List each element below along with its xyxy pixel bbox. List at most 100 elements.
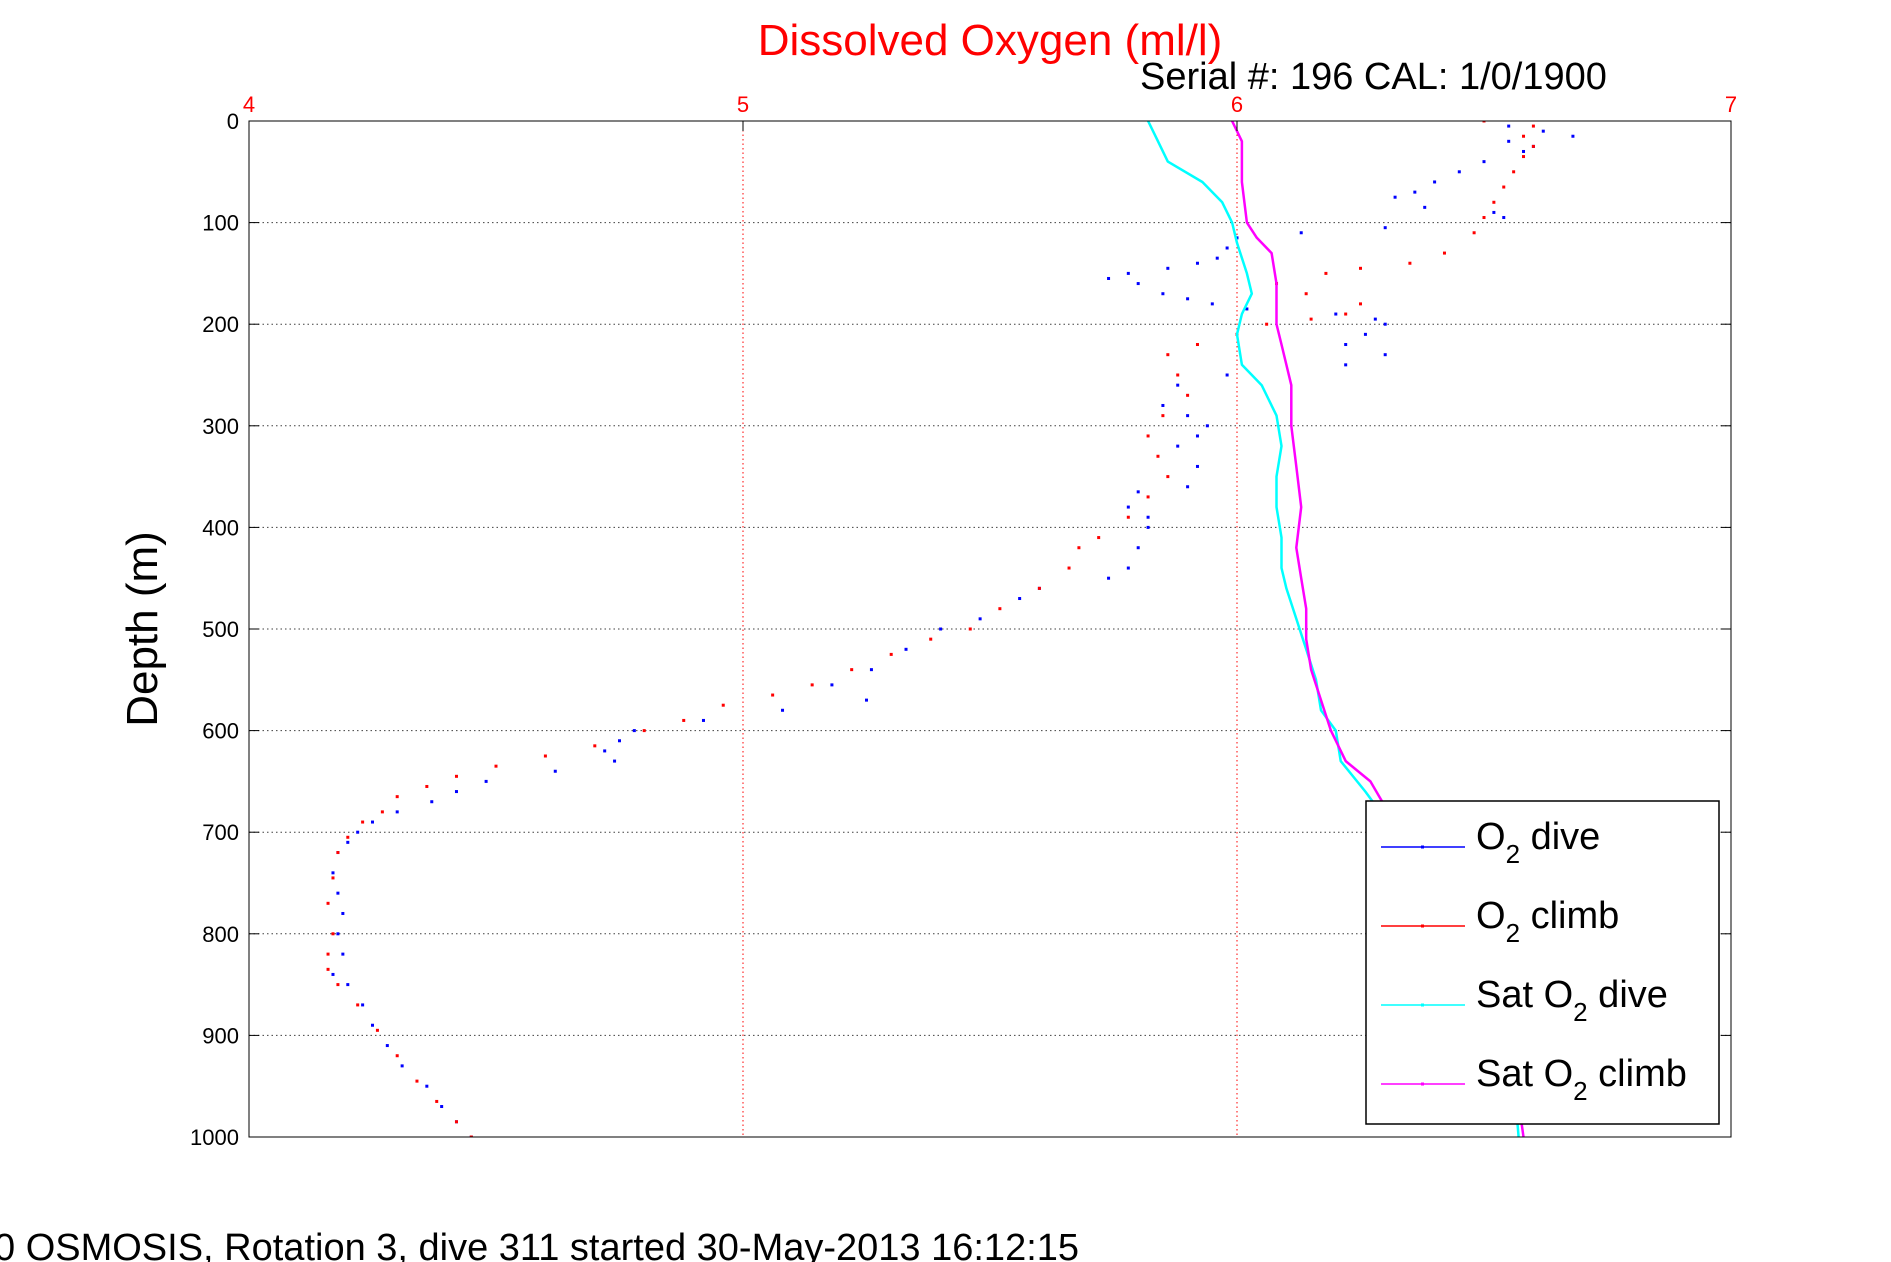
legend-entry: O2 climb [1381, 895, 1619, 948]
data-point [1136, 546, 1140, 550]
data-point [1413, 190, 1417, 194]
data-point [1541, 129, 1545, 133]
legend-label-main: Sat O [1476, 1053, 1573, 1095]
legend-box [1365, 800, 1720, 1125]
legend-label-tail: climb [1588, 1053, 1687, 1095]
legend-label-main: Sat O [1476, 974, 1573, 1016]
data-point [326, 967, 330, 971]
data-point [1215, 256, 1219, 260]
data-point [1186, 393, 1190, 397]
data-point [1507, 139, 1511, 143]
data-point [469, 1135, 473, 1137]
data-point [810, 683, 814, 687]
data-point [1156, 454, 1160, 458]
data-point [395, 1054, 399, 1058]
data-point [889, 652, 893, 656]
legend-label-tail: dive [1588, 974, 1668, 1016]
data-point [1136, 490, 1140, 494]
data-point [978, 617, 982, 621]
y-tick-label: 700 [202, 820, 239, 845]
data-point [1107, 576, 1111, 580]
data-point [336, 932, 340, 936]
legend-label-main: O [1476, 895, 1506, 937]
data-point [380, 810, 384, 814]
series-0 [331, 124, 1575, 1137]
grid-lines [249, 121, 1731, 1137]
data-point [336, 851, 340, 855]
data-point [1359, 302, 1362, 306]
data-point [1161, 414, 1165, 418]
data-point [336, 891, 340, 895]
data-point [435, 1099, 439, 1103]
x-tick-label: 6 [1231, 92, 1243, 117]
data-point [341, 911, 345, 915]
data-point [904, 647, 908, 651]
legend-label: O2 climb [1476, 895, 1619, 948]
data-point [1166, 266, 1170, 270]
data-point [484, 779, 488, 783]
data-point [494, 764, 498, 768]
data-point [395, 810, 399, 814]
data-point [430, 800, 434, 804]
data-point [1334, 312, 1338, 316]
axis-ticks: 4 5 6 7 0 100 200 300 400 500 600 700 800 900 1000 [190, 92, 1737, 1150]
data-point [371, 1023, 374, 1027]
data-point [454, 1120, 458, 1124]
legend-label: Sat O2 dive [1476, 974, 1668, 1027]
data-point [346, 840, 350, 844]
data-point [1146, 495, 1150, 499]
data-point [1492, 210, 1496, 214]
data-point [603, 749, 607, 753]
data-point [781, 708, 785, 712]
data-point [613, 759, 617, 763]
data-point [425, 784, 429, 788]
data-point [1077, 546, 1081, 550]
data-point [346, 983, 350, 987]
data-point [454, 790, 458, 794]
data-point [1507, 124, 1511, 128]
data-point [865, 698, 868, 702]
data-point [1126, 566, 1130, 570]
data-point [939, 627, 943, 631]
data-point [1195, 434, 1199, 438]
data-point [1225, 373, 1229, 377]
data-point [1146, 525, 1150, 529]
data-point [1176, 373, 1180, 377]
legend-marker [1421, 924, 1424, 928]
data-point [1037, 586, 1041, 590]
data-point [1442, 251, 1446, 255]
legend-marker [1421, 1082, 1424, 1086]
data-point [336, 983, 340, 987]
legend-entry: O2 dive [1381, 816, 1600, 869]
legend-label-main: O [1476, 816, 1506, 858]
data-point [1225, 246, 1229, 250]
data-point [1176, 383, 1180, 387]
data-point [1531, 124, 1535, 128]
chart-subtitle: Serial #: 196 CAL: 1/0/1900 [1140, 56, 1607, 98]
data-point [721, 703, 725, 707]
data-point [850, 668, 854, 672]
data-point [326, 901, 330, 905]
data-point [1522, 134, 1526, 138]
data-point [375, 1028, 379, 1032]
data-point [425, 1084, 429, 1088]
y-axis-label: Depth (m) [118, 531, 167, 727]
x-tick-label: 4 [243, 92, 255, 117]
legend-label-tail: dive [1520, 816, 1600, 858]
y-tick-label: 200 [202, 312, 239, 337]
data-point [1299, 231, 1303, 235]
data-point [1176, 444, 1180, 448]
data-point [331, 932, 335, 936]
data-point [1018, 597, 1022, 601]
data-point [1186, 485, 1190, 489]
data-point [642, 729, 646, 733]
data-point [1195, 464, 1199, 468]
y-tick-label: 300 [202, 414, 239, 439]
data-point [1482, 216, 1486, 220]
data-point [346, 835, 350, 839]
data-point [1304, 292, 1308, 296]
data-point [1359, 266, 1362, 270]
data-point [771, 693, 775, 697]
data-point [1393, 195, 1397, 199]
legend-entry: Sat O2 dive [1381, 974, 1668, 1027]
